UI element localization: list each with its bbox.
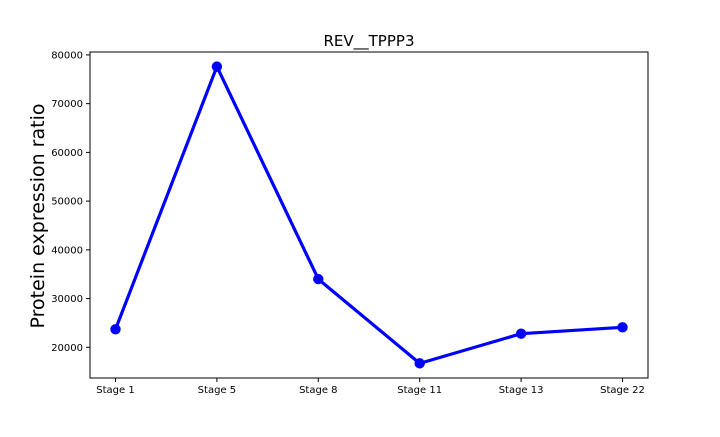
y-tick-label: 70000 bbox=[51, 99, 83, 110]
data-point bbox=[110, 324, 121, 335]
chart-title: REV__TPPP3 bbox=[323, 32, 414, 51]
data-point bbox=[515, 328, 527, 339]
x-tick-label: Stage 22 bbox=[600, 385, 645, 396]
y-tick-label: 60000 bbox=[51, 148, 83, 159]
x-axis: Stage 1 Stage 5 Stage 8 Stage 11 Stage 13 Sta… bbox=[96, 378, 645, 396]
data-point bbox=[414, 358, 425, 369]
data-point bbox=[313, 273, 324, 285]
data-point bbox=[617, 322, 628, 333]
y-tick-label: 30000 bbox=[51, 294, 83, 305]
x-tick-label: Stage 1 bbox=[96, 385, 134, 396]
x-tick-label: Stage 8 bbox=[299, 385, 337, 396]
y-axis: 20000 30000 40000 50000 60000 70000 80000 bbox=[51, 50, 90, 354]
x-tick-label: Stage 13 bbox=[499, 385, 544, 396]
y-tick-label: 80000 bbox=[51, 50, 83, 61]
y-tick-label: 50000 bbox=[51, 197, 83, 208]
y-tick-label: 20000 bbox=[51, 343, 83, 354]
plot-area-frame bbox=[89, 51, 649, 379]
x-tick-label: Stage 11 bbox=[397, 385, 442, 396]
x-tick-label: Stage 5 bbox=[198, 385, 236, 396]
y-axis-label: Protein expression ratio bbox=[27, 104, 49, 329]
y-tick-label: 40000 bbox=[51, 245, 83, 256]
series-layer bbox=[110, 61, 628, 369]
series-line bbox=[113, 64, 625, 365]
data-point bbox=[211, 61, 223, 72]
